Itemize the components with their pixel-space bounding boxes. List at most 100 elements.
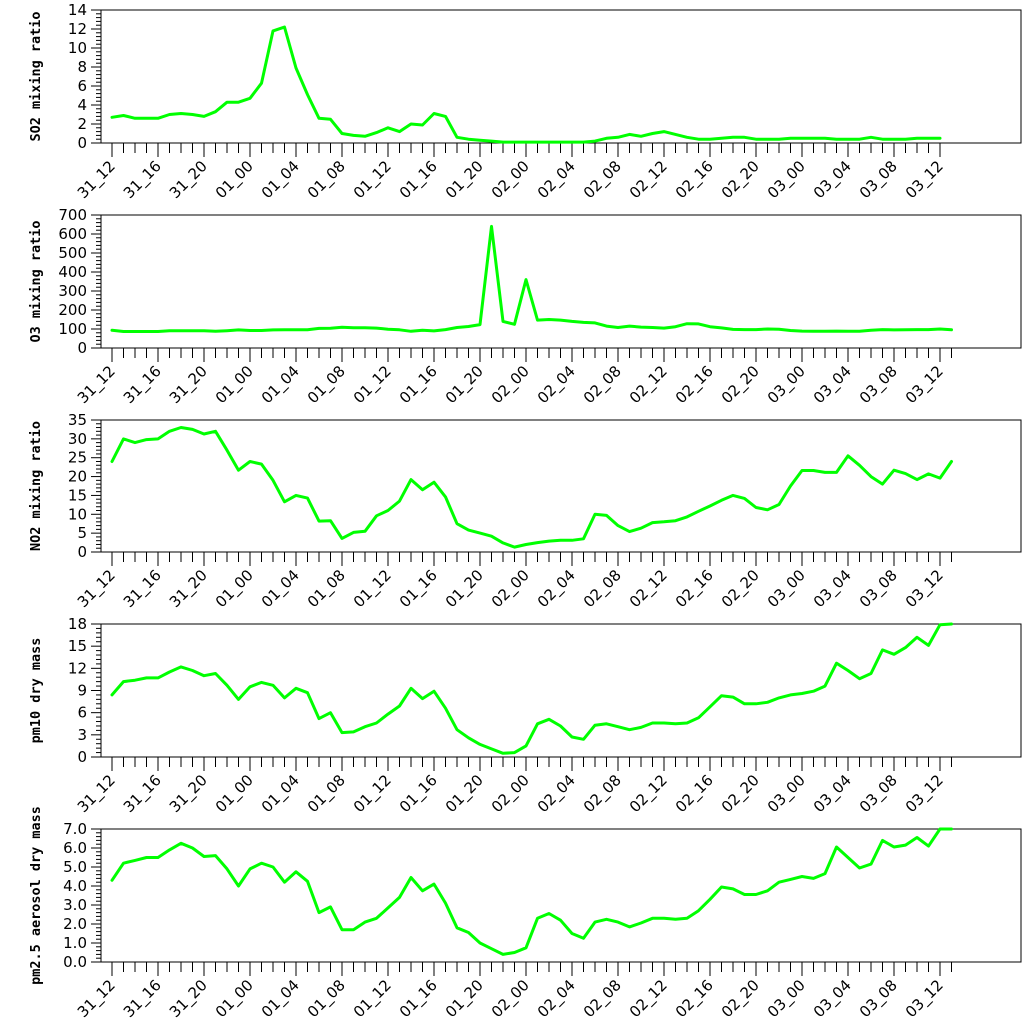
- x-tick-label: 02_00: [488, 566, 534, 612]
- x-tick-label: 31_12: [74, 362, 120, 408]
- y-tick-label: 12: [68, 20, 87, 38]
- x-tick-label: 02_20: [718, 566, 764, 612]
- x-tick-label: 02_08: [580, 157, 626, 203]
- x-tick-label: 03_04: [810, 362, 856, 408]
- y-tick-label: 400: [58, 263, 87, 281]
- x-tick-label: 02_08: [580, 771, 626, 817]
- y-tick-label: 6.0: [63, 839, 87, 857]
- x-tick-label: 02_12: [626, 976, 672, 1022]
- x-tick-label: 02_00: [488, 157, 534, 203]
- y-tick-label: 30: [68, 430, 87, 448]
- x-tick-label: 01_16: [396, 976, 442, 1022]
- y-tick-label: 9: [77, 682, 87, 700]
- x-tick-label: 02_12: [626, 362, 672, 408]
- y-tick-label: 35: [68, 411, 87, 429]
- x-tick-label: 01_00: [212, 976, 258, 1022]
- x-tick-label: 02_08: [580, 362, 626, 408]
- x-tick-label: 02_16: [672, 976, 718, 1022]
- y-tick-label: 6: [77, 704, 87, 722]
- x-tick-label: 01_00: [212, 771, 258, 817]
- x-tick-label: 03_08: [856, 566, 902, 612]
- chart-panel-5: 0.01.02.03.04.05.06.07.031_12 31_16 31_20 0…: [28, 806, 1022, 1022]
- series-line: [110, 224, 953, 333]
- y-tick-label: 0: [77, 543, 87, 561]
- x-tick-label: 02_12: [626, 157, 672, 203]
- x-tick-label: 31_20: [166, 771, 212, 817]
- x-tick-label: 31_12: [74, 976, 120, 1022]
- x-tick-label: 01_16: [396, 566, 442, 612]
- x-tick-label: 01_12: [350, 566, 396, 612]
- y-tick-label: 7.0: [63, 820, 87, 838]
- plot-frame: [100, 623, 1022, 758]
- y-tick-label: 500: [58, 244, 87, 262]
- x-tick-label: 03_00: [764, 771, 810, 817]
- plot-frame: [100, 9, 1022, 144]
- x-tick-label: 03_00: [764, 566, 810, 612]
- x-tick-label: 02_04: [534, 771, 580, 817]
- x-tick-label: 01_04: [258, 157, 304, 203]
- plot-frame: [100, 419, 1022, 553]
- y-tick-label: 3: [77, 726, 87, 744]
- x-tick-label: 02_16: [672, 157, 718, 203]
- x-tick-label: 01_20: [442, 157, 488, 203]
- y-tick-label: 12: [68, 659, 87, 677]
- x-tick-label: 01_08: [304, 976, 350, 1022]
- x-tick-label: 31_16: [120, 566, 166, 612]
- x-tick-label: 01_12: [350, 771, 396, 817]
- x-tick-label: 03_12: [902, 566, 948, 612]
- y-tick-label: 3.0: [63, 896, 87, 914]
- chart-panel-4: 0 3 6 9 12 15 18 31_12 31_16 31_20 01_00 01_04 01_08…: [28, 615, 1022, 817]
- x-tick-label: 01_12: [350, 362, 396, 408]
- x-tick-label: 02_12: [626, 566, 672, 612]
- x-tick-label: 01_04: [258, 566, 304, 612]
- x-tick-label: 02_08: [580, 566, 626, 612]
- y-tick-label: 4: [77, 96, 87, 114]
- y-tick-label: 200: [58, 301, 87, 319]
- x-tick-label: 02_00: [488, 362, 534, 408]
- x-tick-label: 03_08: [856, 362, 902, 408]
- x-tick-label: 01_20: [442, 566, 488, 612]
- y-tick-label: 25: [68, 449, 87, 467]
- x-tick-label: 01_16: [396, 771, 442, 817]
- x-tick-label: 03_04: [810, 566, 856, 612]
- x-tick-label: 03_08: [856, 976, 902, 1022]
- x-tick-label: 31_20: [166, 566, 212, 612]
- x-tick-label: 31_12: [74, 771, 120, 817]
- x-tick-label: 02_04: [534, 566, 580, 612]
- x-tick-label: 01_12: [350, 976, 396, 1022]
- y-tick-label: 4.0: [63, 877, 87, 895]
- x-tick-label: 03_12: [902, 771, 948, 817]
- x-tick-label: 31_12: [74, 566, 120, 612]
- x-tick-label: 01_04: [258, 976, 304, 1022]
- x-tick-label: 31_16: [120, 976, 166, 1022]
- x-tick-label: 01_20: [442, 362, 488, 408]
- x-tick-label: 01_08: [304, 362, 350, 408]
- y-tick-label: 18: [68, 615, 87, 633]
- y-tick-label: 0: [77, 134, 87, 152]
- x-tick-label: 03_00: [764, 976, 810, 1022]
- x-tick-label: 01_20: [442, 771, 488, 817]
- y-tick-label: 0.0: [63, 953, 87, 971]
- x-tick-label: 03_00: [764, 157, 810, 203]
- y-axis-label: NO2 mixing ratio: [28, 421, 44, 551]
- y-tick-label: 2: [77, 115, 87, 133]
- x-tick-label: 01_08: [304, 566, 350, 612]
- x-tick-label: 02_04: [534, 157, 580, 203]
- y-tick-label: 0: [77, 339, 87, 357]
- x-tick-label: 03_08: [856, 771, 902, 817]
- x-tick-label: 03_12: [902, 362, 948, 408]
- y-tick-label: 15: [68, 486, 87, 504]
- y-tick-label: 5: [77, 524, 87, 542]
- x-tick-label: 01_00: [212, 157, 258, 203]
- y-tick-label: 600: [58, 225, 87, 243]
- x-tick-label: 31_20: [166, 157, 212, 203]
- y-axis-label: pm10 dry mass: [28, 638, 44, 744]
- y-tick-label: 5.0: [63, 858, 87, 876]
- series-line: [110, 25, 942, 144]
- x-tick-label: 02_16: [672, 566, 718, 612]
- plot-frame: [100, 214, 1022, 349]
- x-tick-label: 03_12: [902, 157, 948, 203]
